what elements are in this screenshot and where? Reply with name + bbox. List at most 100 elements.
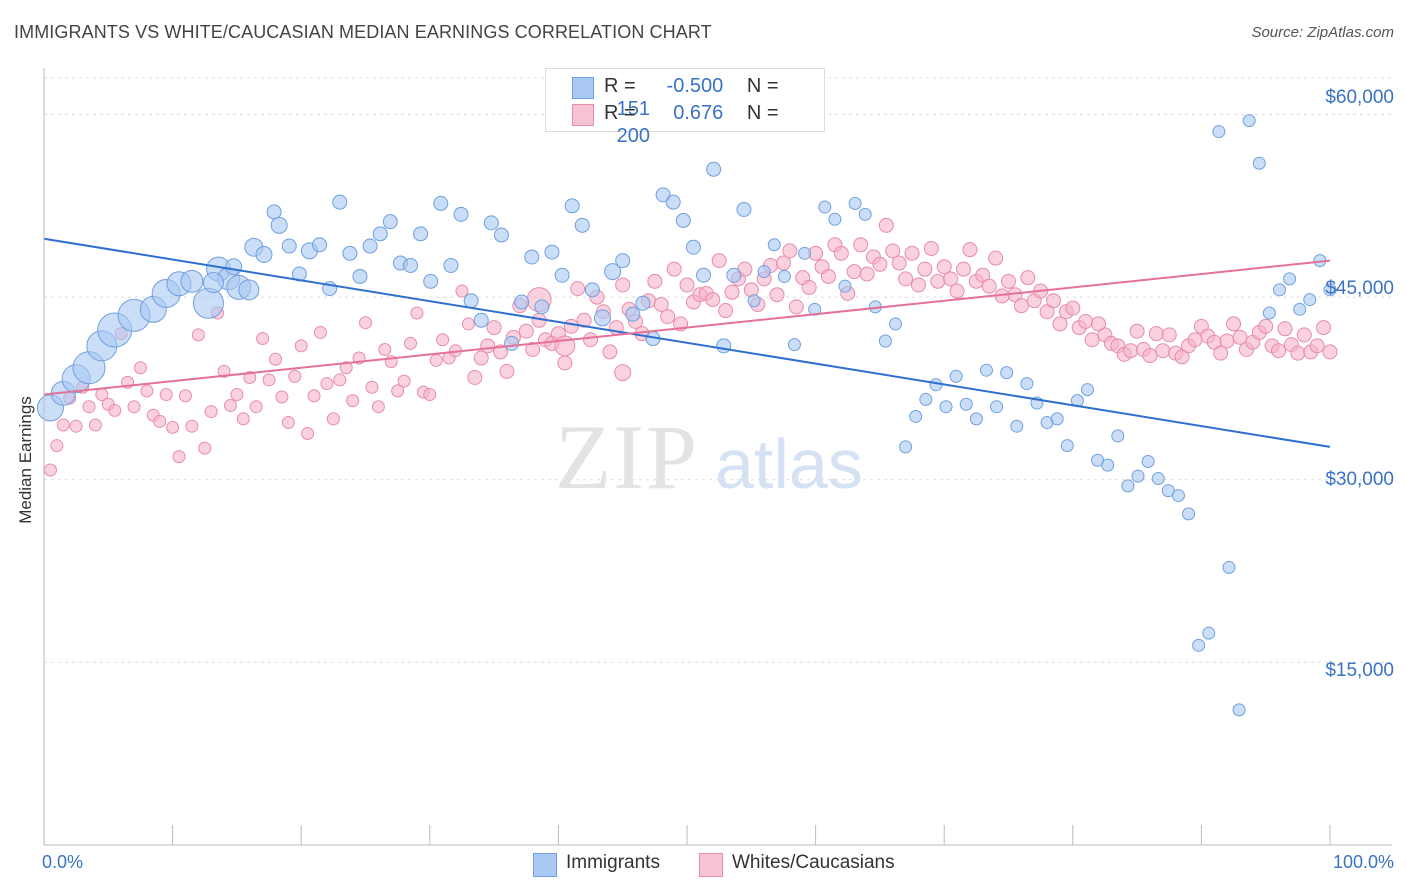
point-whites: [423, 388, 437, 402]
point-whites: [679, 277, 695, 293]
point-whites: [378, 342, 392, 356]
point-whites: [88, 418, 102, 432]
y-tick-15000: $15,000: [1325, 660, 1394, 681]
point-whites: [43, 463, 57, 477]
point-whites: [647, 273, 663, 289]
point-immigrants: [808, 302, 822, 316]
point-whites: [1123, 343, 1139, 359]
point-immigrants: [1151, 472, 1165, 486]
point-immigrants: [281, 238, 297, 254]
point-immigrants: [685, 239, 701, 255]
bottom-legend-swatch-whites: [699, 853, 723, 877]
point-immigrants: [1252, 156, 1266, 170]
point-whites: [56, 418, 70, 432]
point-immigrants: [463, 293, 479, 309]
point-whites: [249, 400, 263, 414]
point-whites: [1013, 298, 1029, 314]
point-whites: [346, 394, 360, 408]
point-immigrants: [1272, 283, 1286, 297]
point-immigrants: [1192, 638, 1206, 652]
point-whites: [50, 439, 64, 453]
point-whites: [1187, 332, 1203, 348]
point-whites: [461, 317, 475, 331]
point-immigrants: [255, 246, 273, 264]
point-whites: [243, 370, 257, 384]
point-whites: [294, 339, 308, 353]
point-whites: [1142, 348, 1158, 364]
point-immigrants: [1020, 377, 1034, 391]
point-immigrants: [726, 267, 742, 283]
point-whites: [1091, 316, 1107, 332]
point-immigrants: [858, 207, 872, 221]
point-whites: [159, 388, 173, 402]
point-whites: [404, 336, 418, 350]
point-immigrants: [1242, 114, 1256, 128]
point-immigrants: [238, 279, 260, 301]
legend-n-label: N =: [746, 75, 779, 97]
point-whites: [949, 283, 965, 299]
point-immigrants: [1121, 479, 1135, 493]
point-immigrants: [1111, 429, 1125, 443]
legend-r-value: -0.500: [666, 75, 724, 97]
point-whites: [262, 373, 276, 387]
point-whites: [525, 341, 541, 357]
bottom-legend-immigrants: Immigrants: [566, 852, 660, 873]
point-immigrants: [1141, 455, 1155, 468]
point-immigrants: [675, 212, 691, 228]
point-immigrants: [443, 257, 459, 273]
point-whites: [307, 389, 321, 403]
point-whites: [230, 388, 244, 402]
point-whites: [724, 284, 740, 300]
point-whites: [615, 277, 631, 293]
point-immigrants: [665, 194, 681, 210]
point-immigrants: [1222, 560, 1236, 574]
point-whites: [1039, 304, 1055, 320]
point-immigrants: [899, 440, 913, 454]
point-whites: [666, 261, 682, 277]
point-immigrants: [1131, 469, 1145, 483]
point-whites: [1290, 345, 1306, 361]
point-whites: [223, 398, 237, 412]
point-whites: [898, 271, 914, 287]
point-immigrants: [493, 227, 509, 243]
point-whites: [397, 374, 411, 388]
point-whites: [133, 361, 147, 375]
point-whites: [930, 273, 946, 289]
point-immigrants: [574, 217, 590, 233]
point-whites: [1155, 343, 1171, 359]
point-immigrants: [433, 195, 449, 211]
bottom-legend-swatch-immigrants: [533, 853, 557, 877]
trend-line-whites: [43, 259, 1331, 396]
point-whites: [891, 255, 907, 271]
point-whites: [467, 369, 483, 385]
point-immigrants: [524, 249, 540, 265]
legend-r-label: R =: [604, 75, 636, 97]
point-whites: [339, 361, 353, 375]
point-whites: [191, 328, 205, 342]
watermark-zip: ZIP: [555, 406, 699, 508]
point-whites: [1161, 327, 1177, 343]
point-immigrants: [362, 238, 378, 254]
legend-n-label: N =: [746, 102, 779, 124]
point-whites: [988, 250, 1004, 266]
y-tick-30000: $30,000: [1325, 469, 1394, 490]
point-whites: [1084, 332, 1100, 348]
point-immigrants: [1171, 489, 1185, 503]
point-whites: [878, 217, 894, 233]
point-whites: [178, 389, 192, 403]
point-whites: [788, 299, 804, 315]
point-immigrants: [1182, 507, 1196, 521]
chart-title: IMMIGRANTS VS WHITE/CAUCASIAN MEDIAN EAR…: [14, 22, 712, 42]
point-whites: [499, 363, 515, 379]
point-whites: [833, 245, 849, 261]
point-whites: [859, 266, 875, 282]
legend-row-immigrants: R = -0.500 N = 151: [604, 75, 824, 121]
point-whites: [782, 243, 798, 259]
point-whites: [955, 261, 971, 277]
point-whites: [769, 287, 785, 303]
point-whites: [127, 400, 141, 414]
point-whites: [281, 416, 295, 430]
bottom-legend-whites: Whites/Caucasians: [732, 852, 895, 873]
point-immigrants: [959, 397, 973, 411]
point-whites: [917, 261, 933, 277]
